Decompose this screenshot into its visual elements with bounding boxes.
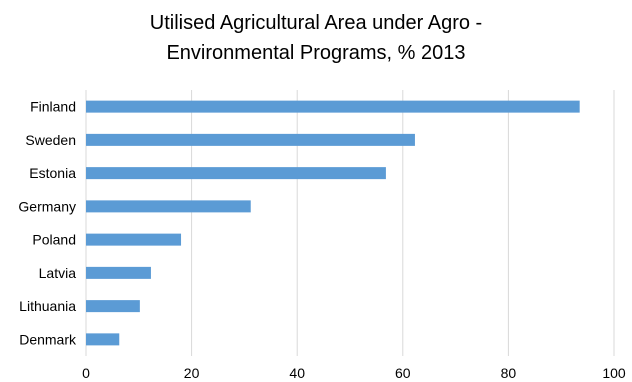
category-label-poland: Poland <box>32 232 76 248</box>
bar-denmark <box>86 333 120 346</box>
gridlines <box>85 90 615 356</box>
x-tick-label: 80 <box>501 365 517 381</box>
category-labels: Finland Sweden Estonia Germany Poland Latvia L… <box>18 99 77 348</box>
chart-title: Utilised Agricultural Area under Agro - … <box>150 12 482 64</box>
x-tick-label: 0 <box>82 365 90 381</box>
category-label-sweden: Sweden <box>25 132 76 148</box>
x-axis-tick-labels: 0 20 40 60 80 100 <box>82 365 626 381</box>
x-tick-label: 40 <box>289 365 305 381</box>
chart-title-line-2: Environmental Programs, % 2013 <box>166 42 465 64</box>
x-tick-label: 60 <box>395 365 411 381</box>
category-label-latvia: Latvia <box>39 265 77 281</box>
bar-poland <box>86 233 182 246</box>
bar-latvia <box>86 266 151 279</box>
bar-finland <box>86 100 580 113</box>
bar-lithuania <box>86 300 140 313</box>
x-tick-label: 100 <box>602 365 626 381</box>
chart-title-line-1: Utilised Agricultural Area under Agro - <box>150 12 482 34</box>
category-label-lithuania: Lithuania <box>19 298 76 314</box>
category-label-denmark: Denmark <box>19 331 77 347</box>
category-label-germany: Germany <box>18 198 76 214</box>
x-tick-label: 20 <box>184 365 200 381</box>
category-label-estonia: Estonia <box>29 165 76 181</box>
bar-estonia <box>86 167 386 180</box>
bar-germany <box>86 200 251 213</box>
bar-sweden <box>86 133 415 146</box>
bars <box>86 100 580 346</box>
category-label-finland: Finland <box>30 99 76 115</box>
